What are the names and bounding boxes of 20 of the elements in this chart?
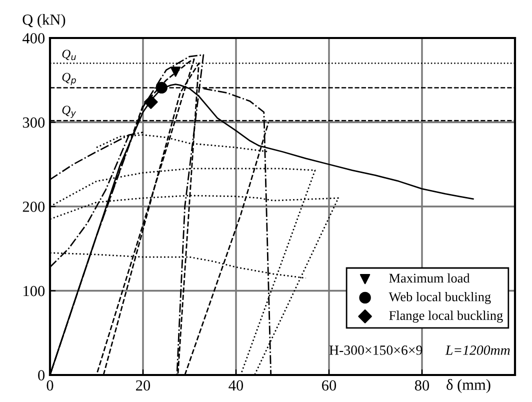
legend-label: Web local buckling xyxy=(388,292,491,304)
x-tick-label: 80 xyxy=(414,380,430,391)
ref-line-label: Q$_{y}$ xyxy=(62,106,76,118)
ref-line-label: Q$_{p}$ xyxy=(62,72,76,86)
x-tick-label: 40 xyxy=(228,380,244,391)
x-tick-label: 0 xyxy=(46,380,54,391)
y-tick-label: 300 xyxy=(22,117,45,128)
annotation: L=1200mm xyxy=(445,346,510,355)
annotation: H-300×150×6×9 xyxy=(329,346,422,355)
y-tick-label: 0 xyxy=(38,370,45,380)
y-axis-title: Q (kN) xyxy=(22,14,66,28)
legend-label: Flange local buckling xyxy=(389,310,503,323)
x-tick-label: 20 xyxy=(136,380,150,391)
ref-line-label: Q$_{u}$ xyxy=(62,50,76,60)
y-tick-label: 100 xyxy=(24,286,45,296)
y-tick-label: 400 xyxy=(22,33,45,44)
y-tick-label: 200 xyxy=(22,202,45,212)
x-axis-title: δ (mm) xyxy=(446,379,490,393)
legend-label: Maximum load xyxy=(389,273,470,283)
x-tick-label: 60 xyxy=(322,380,336,391)
